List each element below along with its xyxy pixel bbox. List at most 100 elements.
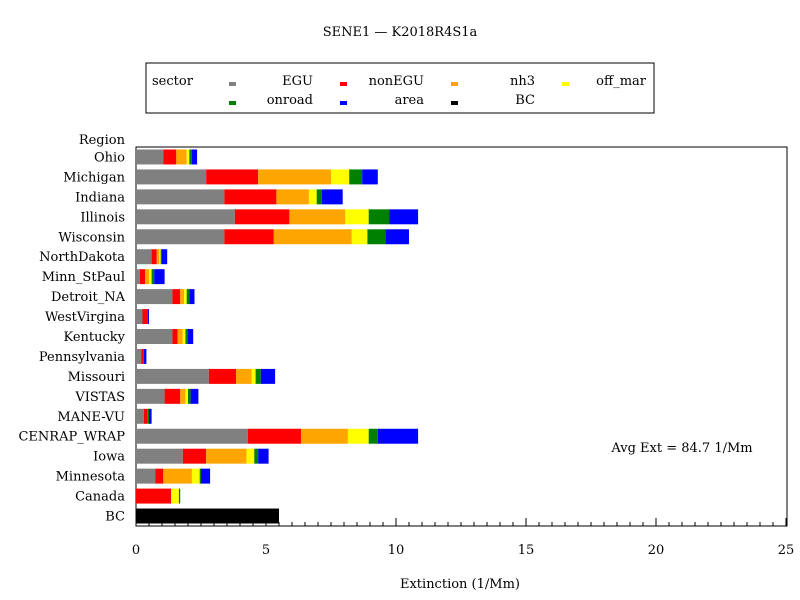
- bar-westvirgina-nonegu: [142, 309, 148, 325]
- bar-indiana-nh3: [276, 189, 309, 205]
- bar-canada-off-mar: [171, 488, 179, 504]
- bar-ohio-off-mar: [186, 149, 190, 165]
- y-tick-label-pennsylvania: Pennsylvania: [39, 350, 125, 365]
- bar-minn-stpaul-egu: [136, 269, 140, 285]
- y-tick-label-kentucky: Kentucky: [63, 330, 125, 345]
- bar-cenrap-wrap-nonegu: [247, 428, 302, 444]
- bar-vistas-nonegu: [164, 388, 181, 404]
- bar-ohio-onroad: [189, 149, 192, 165]
- y-tick-label-iowa: Iowa: [93, 450, 125, 465]
- bar-iowa-onroad: [254, 448, 259, 464]
- chart-title: SENE1 — K2018R4S1a: [323, 25, 478, 40]
- y-tick-label-minn-stpaul: Minn_StPaul: [42, 270, 125, 285]
- bar-wisconsin-off-mar: [351, 229, 368, 245]
- bar-minnesota-nonegu: [155, 468, 164, 484]
- bar-wisconsin-area: [385, 229, 409, 245]
- bar-illinois-nonegu: [234, 209, 290, 225]
- bar-vistas-area: [190, 388, 199, 404]
- y-tick-labels: Ohio Michigan Indiana Illinois Wisconsin Nort…: [18, 150, 125, 524]
- bar-vistas-onroad: [188, 388, 191, 404]
- bar-iowa-egu: [136, 448, 183, 464]
- y-tick-label-detroit-na: Detroit_NA: [51, 290, 126, 305]
- bar-ohio-area: [191, 149, 198, 165]
- y-tick-label-wisconsin: Wisconsin: [58, 230, 125, 245]
- bar-northdakota-nh3: [156, 249, 160, 265]
- bar-wisconsin-nonegu: [224, 229, 274, 245]
- bar-indiana-nonegu: [224, 189, 277, 205]
- bar-northdakota-onroad: [160, 249, 162, 265]
- legend-swatch-off-mar: [562, 82, 569, 86]
- bar-cenrap-wrap-off-mar: [347, 428, 369, 444]
- x-tick-label-15: 15: [518, 543, 535, 558]
- x-tick-label-5: 5: [262, 543, 270, 558]
- bar-illinois-off-mar: [345, 209, 369, 225]
- bars: [136, 149, 419, 524]
- bar-cenrap-wrap-onroad: [368, 428, 378, 444]
- bar-mane-vu-nonegu: [143, 408, 148, 424]
- bar-pennsylvania-area: [143, 348, 147, 364]
- bar-illinois-area: [389, 209, 419, 225]
- x-axis: 0 5 10 15 20 25: [132, 518, 794, 558]
- plot-area: Ohio Michigan Indiana Illinois Wisconsin Nort…: [18, 146, 794, 558]
- bar-detroit-na-nh3: [180, 289, 185, 305]
- y-tick-label-canada: Canada: [75, 490, 125, 505]
- bar-westvirgina-egu: [136, 309, 143, 325]
- bar-minn-stpaul-area: [154, 269, 165, 285]
- legend-label-area: area: [395, 93, 425, 108]
- bar-minn-stpaul-off-mar: [149, 269, 152, 285]
- bar-detroit-na-area: [189, 289, 195, 305]
- legend-swatch-nonegu: [340, 82, 347, 86]
- bar-michigan-onroad: [349, 169, 363, 185]
- avg-extinction-annotation: Avg Ext = 84.7 1/Mm: [610, 441, 752, 456]
- bar-illinois-egu: [136, 209, 235, 225]
- bar-minn-stpaul-onroad: [151, 269, 155, 285]
- bar-cenrap-wrap-nh3: [301, 428, 348, 444]
- bar-minnesota-nh3: [163, 468, 192, 484]
- bar-michigan-nonegu: [206, 169, 259, 185]
- y-tick-label-cenrap-wrap: CENRAP_WRAP: [18, 430, 125, 445]
- bar-wisconsin-egu: [136, 229, 225, 245]
- bar-ohio-nh3: [176, 149, 187, 165]
- legend-label-bc: BC: [515, 93, 535, 108]
- bar-iowa-area: [258, 448, 269, 464]
- bar-westvirgina-area: [147, 309, 149, 325]
- bar-mane-vu-egu: [136, 408, 144, 424]
- bar-iowa-nh3: [206, 448, 247, 464]
- y-tick-label-bc: BC: [105, 510, 125, 525]
- bar-canada-onroad: [178, 488, 181, 504]
- bar-pennsylvania-nonegu: [141, 348, 144, 364]
- bar-minnesota-egu: [136, 468, 156, 484]
- bar-pennsylvania-egu: [136, 348, 142, 364]
- bar-kentucky-onroad: [185, 329, 188, 344]
- legend-label-nonegu: nonEGU: [369, 74, 424, 89]
- y-tick-label-illinois: Illinois: [80, 210, 125, 225]
- bar-missouri-nh3: [236, 368, 252, 384]
- bar-minn-stpaul-nonegu: [139, 269, 146, 285]
- legend-swatch-onroad: [229, 101, 236, 105]
- bar-missouri-nonegu: [208, 368, 237, 384]
- legend-swatch-nh3: [451, 82, 458, 86]
- bar-northdakota-off-mar: [159, 249, 161, 265]
- legend-swatch-egu: [229, 82, 236, 86]
- bar-detroit-na-onroad: [186, 289, 190, 305]
- x-tick-label-25: 25: [778, 543, 795, 558]
- bar-michigan-egu: [136, 169, 207, 185]
- bar-kentucky-off-mar: [182, 329, 186, 344]
- bar-missouri-off-mar: [251, 368, 256, 384]
- legend-swatch-bc: [451, 101, 458, 105]
- bar-indiana-off-mar: [308, 189, 317, 205]
- bar-mane-vu-area: [149, 408, 152, 424]
- bar-minnesota-off-mar: [191, 468, 200, 484]
- x-axis-title: Extinction (1/Mm): [400, 577, 520, 592]
- bar-cenrap-wrap-area: [377, 428, 419, 444]
- bar-michigan-nh3: [258, 169, 331, 185]
- bar-missouri-onroad: [255, 368, 261, 384]
- bar-vistas-egu: [136, 388, 165, 404]
- legend-label-onroad: onroad: [267, 93, 313, 108]
- bar-detroit-na-egu: [136, 289, 173, 305]
- bar-missouri-egu: [136, 368, 209, 384]
- x-tick-label-10: 10: [388, 543, 405, 558]
- x-tick-label-0: 0: [132, 543, 140, 558]
- legend-swatch-area: [340, 101, 347, 105]
